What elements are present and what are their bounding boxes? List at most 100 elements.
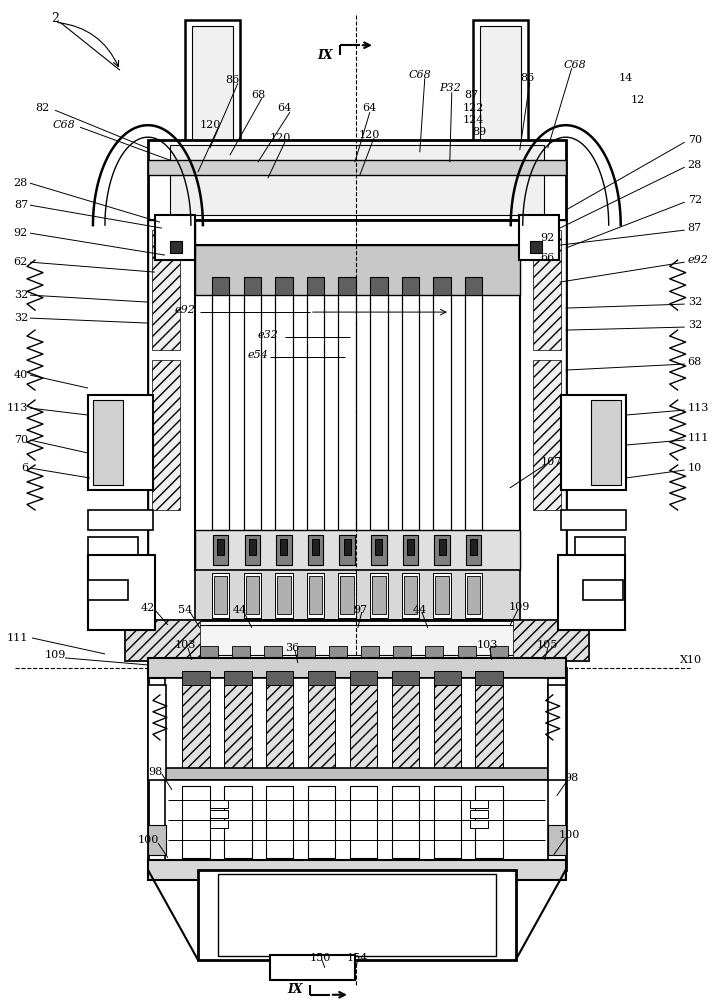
Text: C68: C68 [409,70,431,80]
Text: 92: 92 [540,233,555,243]
Bar [308,671,335,685]
Bar [148,685,166,780]
Bar [465,573,483,618]
Text: e32: e32 [257,330,278,340]
Bar [266,786,293,858]
Bar [465,277,483,295]
Text: P32: P32 [439,83,461,93]
Bar [329,646,347,658]
Text: 42: 42 [140,603,155,613]
Bar [183,683,210,768]
Text: X10: X10 [679,655,702,665]
Text: 120: 120 [270,133,291,143]
Bar [195,570,520,620]
Bar [210,810,228,818]
Bar [393,646,411,658]
Bar [218,874,496,956]
Bar [212,295,230,530]
Bar [244,277,261,295]
Bar [280,539,287,555]
Bar [276,535,292,565]
Text: C68: C68 [52,120,75,130]
Bar [148,658,565,678]
Bar [339,573,356,618]
Bar [370,295,388,530]
Bar [148,140,565,220]
Bar [214,576,227,614]
Bar [183,671,210,685]
Circle shape [525,228,543,246]
Bar [210,800,228,808]
Text: 28: 28 [14,178,28,188]
Text: 113: 113 [6,403,28,413]
Text: IX: IX [317,49,333,62]
Bar [370,277,388,295]
Bar [308,683,335,768]
Bar [148,220,195,630]
Text: 64: 64 [278,103,292,113]
Bar [93,400,123,485]
Bar [391,786,419,858]
Bar [426,646,443,658]
Bar [213,535,228,565]
Bar [312,539,319,555]
Bar [244,295,261,530]
Text: 113: 113 [687,403,709,413]
Bar [148,668,565,870]
Bar [195,530,520,570]
Bar [266,671,293,685]
Bar [467,576,481,614]
Bar [371,535,386,565]
Bar [476,671,503,685]
Text: 111: 111 [6,633,28,643]
Bar [530,241,542,253]
Bar [434,786,461,858]
Text: e54: e54 [247,350,268,360]
Text: 62: 62 [14,257,28,267]
Text: 111: 111 [687,433,709,443]
Text: 92: 92 [14,228,28,238]
Text: 12: 12 [630,95,645,105]
Bar [434,573,451,618]
Text: 109: 109 [509,602,530,612]
Text: C68: C68 [563,60,586,70]
Text: 70: 70 [687,135,702,145]
Text: 36: 36 [284,643,299,653]
Text: 82: 82 [36,103,50,113]
Bar [210,820,228,828]
Bar [225,683,252,768]
Bar [519,220,565,630]
Bar [198,870,515,960]
Bar [361,646,379,658]
Text: 107: 107 [541,457,563,467]
Bar [148,825,166,855]
Bar [275,573,292,618]
Bar [308,786,335,858]
Text: 10: 10 [687,463,702,473]
Bar [473,20,528,155]
Bar [548,825,565,855]
Text: 109: 109 [44,650,66,660]
Bar [470,820,488,828]
Text: 28: 28 [687,160,702,170]
Bar [583,580,622,600]
Text: 66: 66 [540,253,555,263]
Bar [307,277,324,295]
Bar [277,576,291,614]
Bar [533,230,560,350]
Text: 98: 98 [148,767,162,777]
Text: IX: IX [287,983,303,996]
Bar [344,539,351,555]
Bar [170,145,544,215]
Bar [466,535,481,565]
Bar [401,277,419,295]
Bar [165,678,548,770]
Bar [170,241,182,253]
Bar [148,220,565,630]
Bar [245,535,260,565]
Bar [244,573,261,618]
Bar [155,215,195,260]
Text: 44: 44 [232,605,247,615]
Text: e92: e92 [175,305,195,315]
Bar [309,576,322,614]
